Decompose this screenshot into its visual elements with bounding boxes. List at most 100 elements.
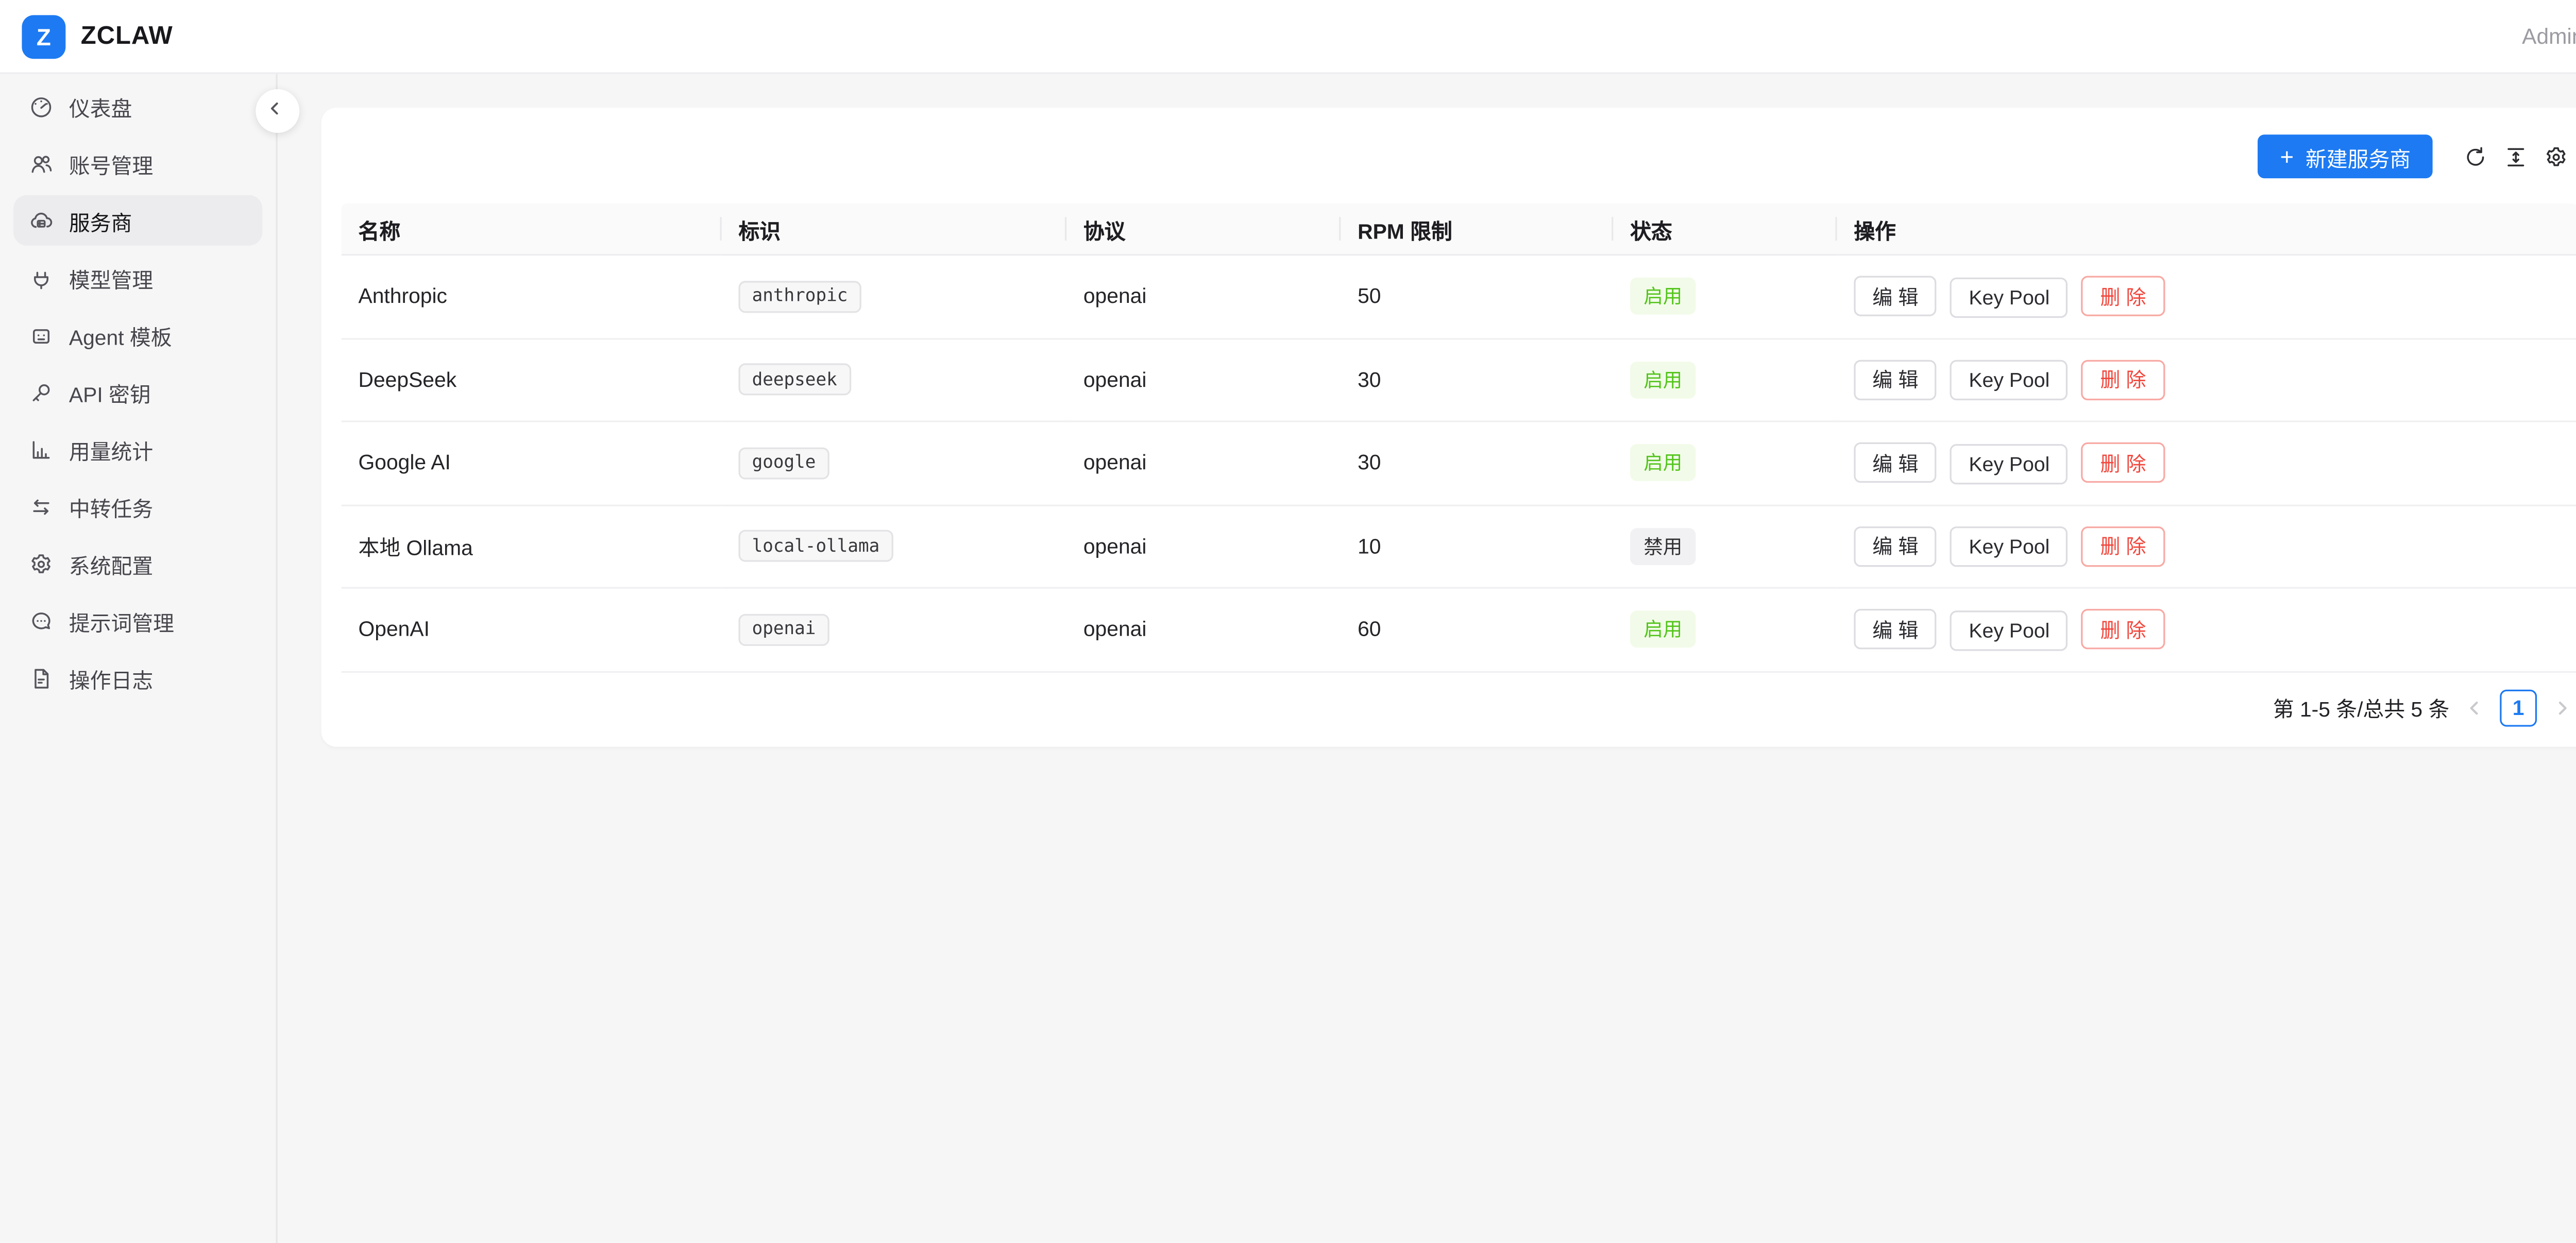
slug-cell: anthropic	[721, 256, 1067, 339]
sidebar-item-gauge[interactable]: 仪表盘	[13, 81, 262, 131]
rpm-cell: 30	[1341, 339, 1614, 422]
brand-logo[interactable]: Z	[22, 14, 66, 58]
edit-button[interactable]: 编 辑	[1854, 359, 1937, 400]
gear-icon	[29, 551, 54, 576]
table-row: Google AI google openai 30 启用 编 辑 Key Pool 删 除	[341, 422, 2576, 506]
sidebar-item-label: 操作日志	[69, 668, 154, 692]
table-header-row: 名称 标识 协议 RPM 限制 状态 操作	[341, 203, 2576, 256]
bar-chart-icon	[29, 436, 54, 462]
delete-button[interactable]: 删 除	[2081, 442, 2165, 483]
slug-cell: deepseek	[721, 339, 1067, 422]
key-pool-button[interactable]: Key Pool	[1950, 609, 2069, 651]
key-icon	[29, 379, 54, 404]
actions-cell: 编 辑 Key Pool 删 除	[1837, 505, 2576, 589]
provider-slug-tag: anthropic	[738, 280, 861, 313]
sidebar-item-bar-chart[interactable]: 用量统计	[13, 424, 262, 474]
status-badge: 启用	[1630, 444, 1696, 482]
name-cell: Google AI	[341, 422, 722, 506]
status-badge: 启用	[1630, 611, 1696, 648]
sidebar-item-label: 中转任务	[69, 497, 154, 521]
providers-card: + 新建服务商 名称 标识 协议 RPM 限制 状态 操作 Anthropic anthro…	[321, 107, 2576, 746]
provider-rpm: 30	[1358, 451, 1381, 475]
table-row: OpenAI openai openai 60 启用 编 辑 Key Pool 删 除	[341, 589, 2576, 672]
plug-icon	[29, 265, 54, 290]
sidebar-item-label: 仪表盘	[69, 96, 132, 121]
provider-slug-tag: openai	[738, 614, 829, 646]
status-cell: 启用	[1613, 339, 1837, 422]
delete-button[interactable]: 删 除	[2081, 359, 2165, 400]
new-provider-button[interactable]: + 新建服务商	[2258, 134, 2433, 179]
sidebar-item-chat[interactable]: 提示词管理	[13, 595, 262, 646]
name-cell: DeepSeek	[341, 339, 722, 422]
provider-name: Google AI	[358, 451, 451, 475]
edit-button[interactable]: 编 辑	[1854, 609, 1937, 650]
column-height-icon[interactable]	[2500, 141, 2530, 172]
sidebar-item-plug[interactable]: 模型管理	[13, 252, 262, 303]
actions-cell: 编 辑 Key Pool 删 除	[1837, 339, 2576, 422]
key-pool-button[interactable]: Key Pool	[1950, 443, 2069, 484]
protocol-cell: openai	[1066, 339, 1341, 422]
chevron-left-icon	[265, 98, 290, 124]
column-header: 状态	[1613, 203, 1837, 256]
protocol-cell: openai	[1066, 589, 1341, 672]
refresh-icon[interactable]	[2460, 141, 2490, 172]
provider-protocol: openai	[1083, 618, 1147, 641]
delete-button[interactable]: 删 除	[2081, 609, 2165, 650]
cloud-server-icon	[29, 208, 54, 233]
actions-cell: 编 辑 Key Pool 删 除	[1837, 422, 2576, 506]
sidebar-item-label: 服务商	[69, 211, 132, 235]
sidebar-nav: 仪表盘账号管理服务商模型管理 Agent 模板 API 密钥 用量统计中转任务系统配置…	[13, 81, 263, 703]
name-cell: OpenAI	[341, 589, 722, 672]
edit-button[interactable]: 编 辑	[1854, 525, 1937, 566]
provider-protocol: openai	[1083, 368, 1147, 391]
provider-name: DeepSeek	[358, 368, 457, 391]
providers-table: 名称 标识 协议 RPM 限制 状态 操作 Anthropic anthropic opena…	[341, 203, 2576, 672]
delete-button[interactable]: 删 除	[2081, 525, 2165, 566]
provider-rpm: 50	[1358, 284, 1381, 309]
protocol-cell: openai	[1066, 505, 1341, 589]
provider-name: OpenAI	[358, 618, 430, 641]
delete-button[interactable]: 删 除	[2081, 276, 2165, 316]
sidebar-item-label: 用量统计	[69, 439, 154, 464]
sidebar-item-swap[interactable]: 中转任务	[13, 481, 262, 532]
key-pool-button[interactable]: Key Pool	[1950, 277, 2069, 317]
user-menu[interactable]: Admin	[2522, 23, 2576, 49]
edit-button[interactable]: 编 辑	[1854, 442, 1937, 483]
brand: Z ZCLAW	[22, 14, 173, 58]
edit-button[interactable]: 编 辑	[1854, 276, 1937, 316]
status-badge: 启用	[1630, 278, 1696, 315]
new-provider-label: 新建服务商	[2306, 147, 2411, 171]
column-header: 标识	[721, 203, 1067, 256]
provider-name: 本地 Ollama	[358, 537, 473, 561]
next-page-button[interactable]	[2552, 697, 2572, 717]
rpm-cell: 60	[1341, 589, 1614, 672]
actions-cell: 编 辑 Key Pool 删 除	[1837, 256, 2576, 339]
sidebar-item-label: API 密钥	[69, 382, 151, 406]
rpm-cell: 10	[1341, 505, 1614, 589]
sidebar-item-robot[interactable]: Agent 模板	[13, 310, 262, 360]
slug-cell: openai	[721, 589, 1067, 672]
brand-name: ZCLAW	[80, 22, 173, 50]
key-pool-button[interactable]: Key Pool	[1950, 360, 2069, 401]
sidebar-item-gear[interactable]: 系统配置	[13, 538, 262, 589]
provider-rpm: 10	[1358, 534, 1381, 558]
name-cell: Anthropic	[341, 256, 722, 339]
sidebar-collapse-button[interactable]	[256, 89, 300, 133]
sidebar-item-key[interactable]: API 密钥	[13, 367, 262, 417]
provider-protocol: openai	[1083, 284, 1147, 309]
sidebar-item-users[interactable]: 账号管理	[13, 138, 262, 189]
prev-page-button[interactable]	[2465, 697, 2485, 717]
sidebar-item-label: 账号管理	[69, 154, 154, 178]
table-settings-gear-icon[interactable]	[2540, 141, 2571, 172]
sidebar-item-label: 提示词管理	[69, 611, 175, 635]
sidebar-item-cloud-server[interactable]: 服务商	[13, 195, 263, 246]
actions-cell: 编 辑 Key Pool 删 除	[1837, 589, 2576, 672]
sidebar-item-file[interactable]: 操作日志	[13, 653, 262, 703]
status-badge: 启用	[1630, 361, 1696, 399]
protocol-cell: openai	[1066, 256, 1341, 339]
status-cell: 启用	[1613, 589, 1837, 672]
page-1-button[interactable]: 1	[2500, 689, 2537, 726]
key-pool-button[interactable]: Key Pool	[1950, 526, 2069, 567]
file-icon	[29, 665, 54, 690]
app-header: Z ZCLAW Admin	[0, 0, 2576, 74]
